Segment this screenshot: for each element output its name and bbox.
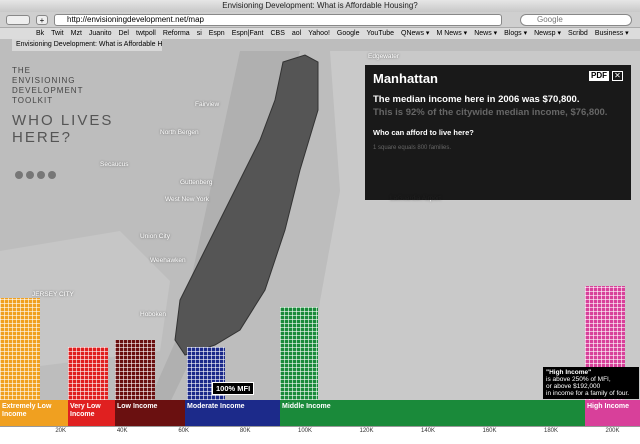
square-stack xyxy=(115,340,155,400)
bookmark[interactable]: Mzt xyxy=(70,30,82,37)
tab[interactable]: Envisioning Development: What is Afforda… xyxy=(12,39,162,51)
bookmark[interactable]: twtpoll xyxy=(136,30,156,37)
bookmark[interactable]: Business ▾ xyxy=(594,30,629,37)
logo-line: TOOLKIT xyxy=(12,96,54,105)
bookmark[interactable]: si xyxy=(196,30,202,37)
bookmark[interactable]: Espn xyxy=(208,30,225,37)
map-label: Guttenberg xyxy=(180,179,213,186)
tooltip-line: or above $192,000 xyxy=(546,383,601,390)
window-title: Envisioning Development: What is Afforda… xyxy=(0,0,640,12)
income-band[interactable]: Extremely Low Income xyxy=(0,400,68,426)
bookmark[interactable]: Reforma xyxy=(162,30,190,37)
bookmark[interactable]: M News ▾ xyxy=(436,30,468,37)
pdf-button[interactable]: PDF xyxy=(589,71,609,81)
income-band[interactable]: Moderate Income xyxy=(185,400,280,426)
nav-buttons[interactable] xyxy=(6,15,30,25)
income-axis xyxy=(0,426,640,444)
axis-tick: 40K xyxy=(116,428,128,434)
square-stack xyxy=(68,347,108,400)
map-label: Secaucus xyxy=(100,161,129,168)
url-field[interactable]: http://envisioningdevelopment.net/map xyxy=(54,14,502,26)
panel-title: Manhattan xyxy=(373,71,438,86)
square-stack xyxy=(187,347,225,400)
bookmark[interactable]: Yahoo! xyxy=(308,30,330,37)
bookmark[interactable]: Del xyxy=(118,30,129,37)
logo: THE ENVISIONING DEVELOPMENT TOOLKIT WHO LIVE… xyxy=(12,66,113,146)
axis-tick: 120K xyxy=(359,428,374,434)
map-label: Fairview xyxy=(195,101,220,108)
logo-heading: WHO LIVES HERE? xyxy=(12,112,113,146)
income-band[interactable]: Low Income xyxy=(115,400,185,426)
axis-tick: 100K xyxy=(297,428,312,434)
axis-tick: 200K xyxy=(605,428,620,434)
logo-line: THE xyxy=(12,66,31,75)
heading-line: HERE? xyxy=(12,129,73,146)
question: Who can afford to live here? xyxy=(373,128,474,137)
bookmark[interactable]: QNews ▾ xyxy=(401,30,430,37)
close-button[interactable]: ✕ xyxy=(612,71,623,81)
logo-line: DEVELOPMENT xyxy=(12,86,84,95)
bookmark[interactable]: Bk xyxy=(36,30,45,37)
bookmark[interactable]: Juanito xyxy=(88,30,112,37)
new-tab[interactable]: + xyxy=(36,15,48,25)
map-label: Weehawken xyxy=(150,257,186,264)
high-income-tooltip: "High Income" is above 250% of MFI, or abo… xyxy=(543,367,639,399)
bookmark[interactable]: Newsp ▾ xyxy=(534,30,561,37)
axis-tick: 160K xyxy=(482,428,497,434)
toolbar: + http://envisioningdevelopment.net/map … xyxy=(0,12,640,28)
axis-tick: 20K xyxy=(55,428,66,434)
mfi-marker: 100% MFI xyxy=(212,382,255,395)
bookmark[interactable]: Scribd xyxy=(567,30,588,37)
search-field[interactable]: Google xyxy=(520,14,632,26)
manhattan[interactable] xyxy=(174,54,319,356)
bookmark[interactable]: Twit xyxy=(51,30,64,37)
income-band[interactable]: Middle Income xyxy=(280,400,585,426)
info-panel: Manhattan PDF ✕ The median income here i… xyxy=(365,65,631,200)
zoom-controls[interactable] xyxy=(14,170,62,180)
median-text: The median income here in 2006 was $70,8… xyxy=(373,94,580,105)
tooltip-title: "High Income" xyxy=(546,369,592,376)
tab-bar: Envisioning Development: What is Afforda… xyxy=(0,39,640,51)
bookmark[interactable]: Blogs ▾ xyxy=(504,30,528,37)
axis-tick: 60K xyxy=(178,428,189,434)
bookmark[interactable]: News ▾ xyxy=(474,30,498,37)
map-label: Edgewater xyxy=(368,53,400,60)
bookmark[interactable]: Google xyxy=(336,30,360,37)
map-label: JERSEY CITY xyxy=(32,291,74,298)
square-stack xyxy=(0,298,40,400)
income-band[interactable]: High Income xyxy=(585,400,640,426)
map-label: Hoboken xyxy=(140,311,167,318)
map-label: North Bergen xyxy=(160,129,199,136)
heading-line: WHO LIVES xyxy=(12,112,114,129)
income-band[interactable]: Very Low Income xyxy=(68,400,115,426)
map-label: West New York xyxy=(165,196,209,203)
comparison-text: This is 92% of the citywide median incom… xyxy=(373,107,608,118)
bookmark[interactable]: CBS xyxy=(270,30,285,37)
square-stack xyxy=(280,307,318,400)
tooltip-line: in income for a family of four. xyxy=(546,390,630,397)
bookmarks-bar: Bk Twit Mzt Juanito Del twtpoll Reforma si Espn E… xyxy=(0,28,640,39)
axis-tick: 140K xyxy=(420,428,435,434)
bookmark[interactable]: YouTube xyxy=(366,30,395,37)
logo-line: ENVISIONING xyxy=(12,76,76,85)
bookmark[interactable]: Espn|Fant xyxy=(231,30,264,37)
map-label: Union City xyxy=(140,233,170,240)
land xyxy=(0,231,170,371)
axis-tick: 180K xyxy=(543,428,558,434)
bookmark[interactable]: aol xyxy=(291,30,302,37)
tooltip-line: is above 250% of MFI, xyxy=(546,376,611,383)
legend-note: 1 square equals 800 families. xyxy=(373,145,452,151)
axis-tick: 80K xyxy=(239,428,251,434)
